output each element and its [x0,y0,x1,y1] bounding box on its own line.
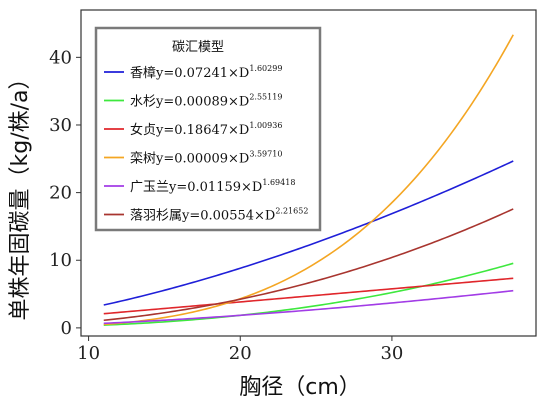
series-line-落羽杉属 [103,208,514,322]
legend-items: 香樟y=0.07241×D1.60299 水杉y=0.00089×D2.55119… [104,64,308,224]
legend-label: 广玉兰y=0.01159×D1.69418 [130,178,295,195]
series-line-广玉兰 [103,289,514,325]
legend-label: 女贞y=0.18647×D1.00936 [130,121,282,138]
legend-label: 水杉y=0.00089×D2.55119 [130,93,282,110]
plot-frame [80,9,537,337]
legend-item: 水杉y=0.00089×D2.55119 [104,93,282,110]
legend-label: 香樟y=0.07241×D1.60299 [130,64,282,81]
plot-border [80,9,537,337]
x-axis-ticks: 10 20 30 [77,336,403,364]
y-axis-title: 单株年固碳量（kg/株/a） [8,67,33,320]
y-tick-label: 10 [49,250,72,271]
legend-label: 栾树y=0.00009×D3.59710 [130,150,282,167]
legend-title: 碳汇模型 [172,40,224,55]
series-line-栾树 [103,34,514,326]
x-tick-label: 20 [229,343,252,364]
y-tick-label: 40 [49,47,72,68]
legend-item: 栾树y=0.00009×D3.59710 [104,150,282,167]
legend-item: 女贞y=0.18647×D1.00936 [104,121,282,138]
legend-item: 香樟y=0.07241×D1.60299 [104,64,282,81]
legend-box [94,26,322,232]
x-tick-label: 10 [77,343,100,364]
x-tick-label: 30 [380,343,403,364]
legend-label: 落羽杉属y=0.00554×D2.21652 [130,207,308,224]
series-curves [103,34,514,326]
x-axis-title: 胸径（cm） [239,375,361,400]
series-line-香樟 [103,160,514,306]
legend-item: 落羽杉属y=0.00554×D2.21652 [104,207,308,224]
series-line-女贞 [103,277,514,315]
y-tick-label: 20 [49,183,72,204]
legend-item: 广玉兰y=0.01159×D1.69418 [104,178,295,195]
y-tick-label: 30 [49,115,72,136]
legend: 碳汇模型 香樟y=0.07241×D1.60299 水杉y=0.00089×D2.… [94,26,322,232]
series-line-水杉 [103,262,514,326]
y-tick-label: 0 [61,318,72,339]
y-axis-ticks: 0 10 20 30 40 [49,47,81,339]
